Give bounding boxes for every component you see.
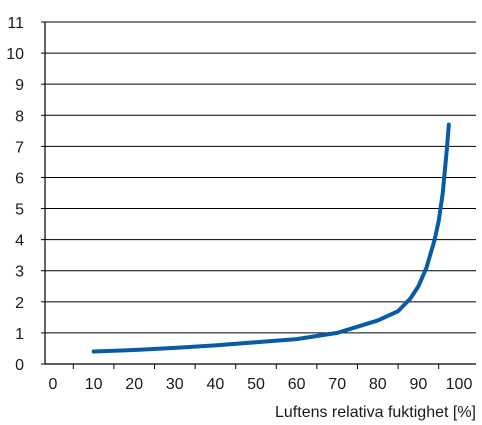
x-axis-label: Luftens relativa fuktighet [%] bbox=[275, 404, 476, 421]
axes bbox=[41, 21, 476, 369]
x-tick-label-10: 10 bbox=[85, 376, 103, 393]
x-tick-label-0: 0 bbox=[49, 376, 58, 393]
y-tick-label-6: 6 bbox=[15, 170, 24, 187]
y-tick-label-8: 8 bbox=[15, 108, 24, 125]
x-tick-label-90: 90 bbox=[410, 376, 428, 393]
y-tick-label-9: 9 bbox=[15, 77, 24, 94]
y-tick-label-0: 0 bbox=[15, 357, 24, 374]
y-tick-label-3: 3 bbox=[15, 264, 24, 281]
x-tick-labels: 0 10 20 30 40 50 60 70 80 90 100 bbox=[49, 376, 473, 393]
y-tick-label-7: 7 bbox=[15, 139, 24, 156]
y-tick-label-2: 2 bbox=[15, 295, 24, 312]
x-tick-label-60: 60 bbox=[288, 376, 306, 393]
x-tick-label-30: 30 bbox=[166, 376, 184, 393]
x-tick-label-70: 70 bbox=[328, 376, 346, 393]
x-tick-label-50: 50 bbox=[247, 376, 265, 393]
x-tick-label-80: 80 bbox=[369, 376, 387, 393]
series-line-0 bbox=[91, 122, 451, 354]
plot-area bbox=[91, 122, 451, 354]
x-tick-label-100: 100 bbox=[446, 376, 473, 393]
y-tick-label-11: 11 bbox=[7, 15, 24, 32]
y-tick-label-10: 10 bbox=[6, 46, 24, 63]
grid bbox=[45, 21, 476, 334]
y-tick-label-5: 5 bbox=[15, 202, 24, 219]
x-tick-label-40: 40 bbox=[207, 376, 225, 393]
y-tick-label-4: 4 bbox=[15, 233, 24, 250]
x-tick-label-20: 20 bbox=[125, 376, 143, 393]
y-tick-labels: 0 1 2 3 4 5 6 7 8 9 10 11 bbox=[6, 15, 24, 374]
y-tick-label-1: 1 bbox=[15, 326, 24, 343]
